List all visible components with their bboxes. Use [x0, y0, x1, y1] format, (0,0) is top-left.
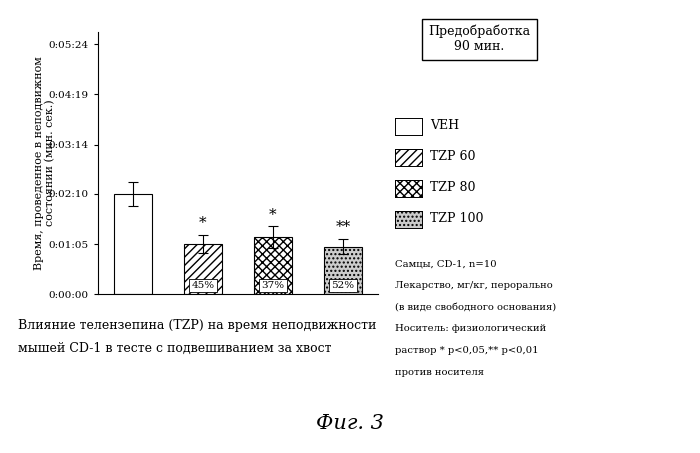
- Text: 37%: 37%: [261, 281, 285, 290]
- Text: раствор * p<0,05,** p<0,01: раствор * p<0,05,** p<0,01: [395, 346, 539, 355]
- Text: Фиг. 3: Фиг. 3: [316, 414, 384, 434]
- Bar: [253, 237, 293, 294]
- Text: 52%: 52%: [331, 281, 355, 290]
- Text: 45%: 45%: [191, 281, 215, 290]
- Text: Самцы, CD-1, n=10: Самцы, CD-1, n=10: [395, 259, 497, 268]
- Text: против носителя: против носителя: [395, 368, 484, 377]
- Bar: [323, 246, 363, 294]
- Text: Предобработка
90 мин.: Предобработка 90 мин.: [428, 25, 531, 53]
- Text: мышей CD-1 в тесте с подвешиванием за хвост: мышей CD-1 в тесте с подвешиванием за хв…: [18, 342, 331, 355]
- Text: TZP 80: TZP 80: [430, 181, 476, 194]
- Text: Лекарство, мг/кг, перорально: Лекарство, мг/кг, перорально: [395, 281, 553, 290]
- Text: **: **: [335, 220, 351, 234]
- Text: TZP 60: TZP 60: [430, 150, 476, 163]
- Y-axis label: Время, проведенное в неподвижном
состоянии (мин. сек.): Время, проведенное в неподвижном состоян…: [34, 56, 56, 270]
- Text: *: *: [199, 217, 206, 230]
- Text: VEH: VEH: [430, 120, 460, 132]
- Text: *: *: [270, 208, 276, 222]
- Text: Носитель: физиологический: Носитель: физиологический: [395, 324, 547, 333]
- Text: (в виде свободного основания): (в виде свободного основания): [395, 303, 556, 312]
- Text: TZP 100: TZP 100: [430, 212, 484, 225]
- Text: Влияние телензепина (TZP) на время неподвижности: Влияние телензепина (TZP) на время непод…: [18, 319, 376, 333]
- Bar: [183, 244, 223, 294]
- Bar: [113, 194, 153, 294]
